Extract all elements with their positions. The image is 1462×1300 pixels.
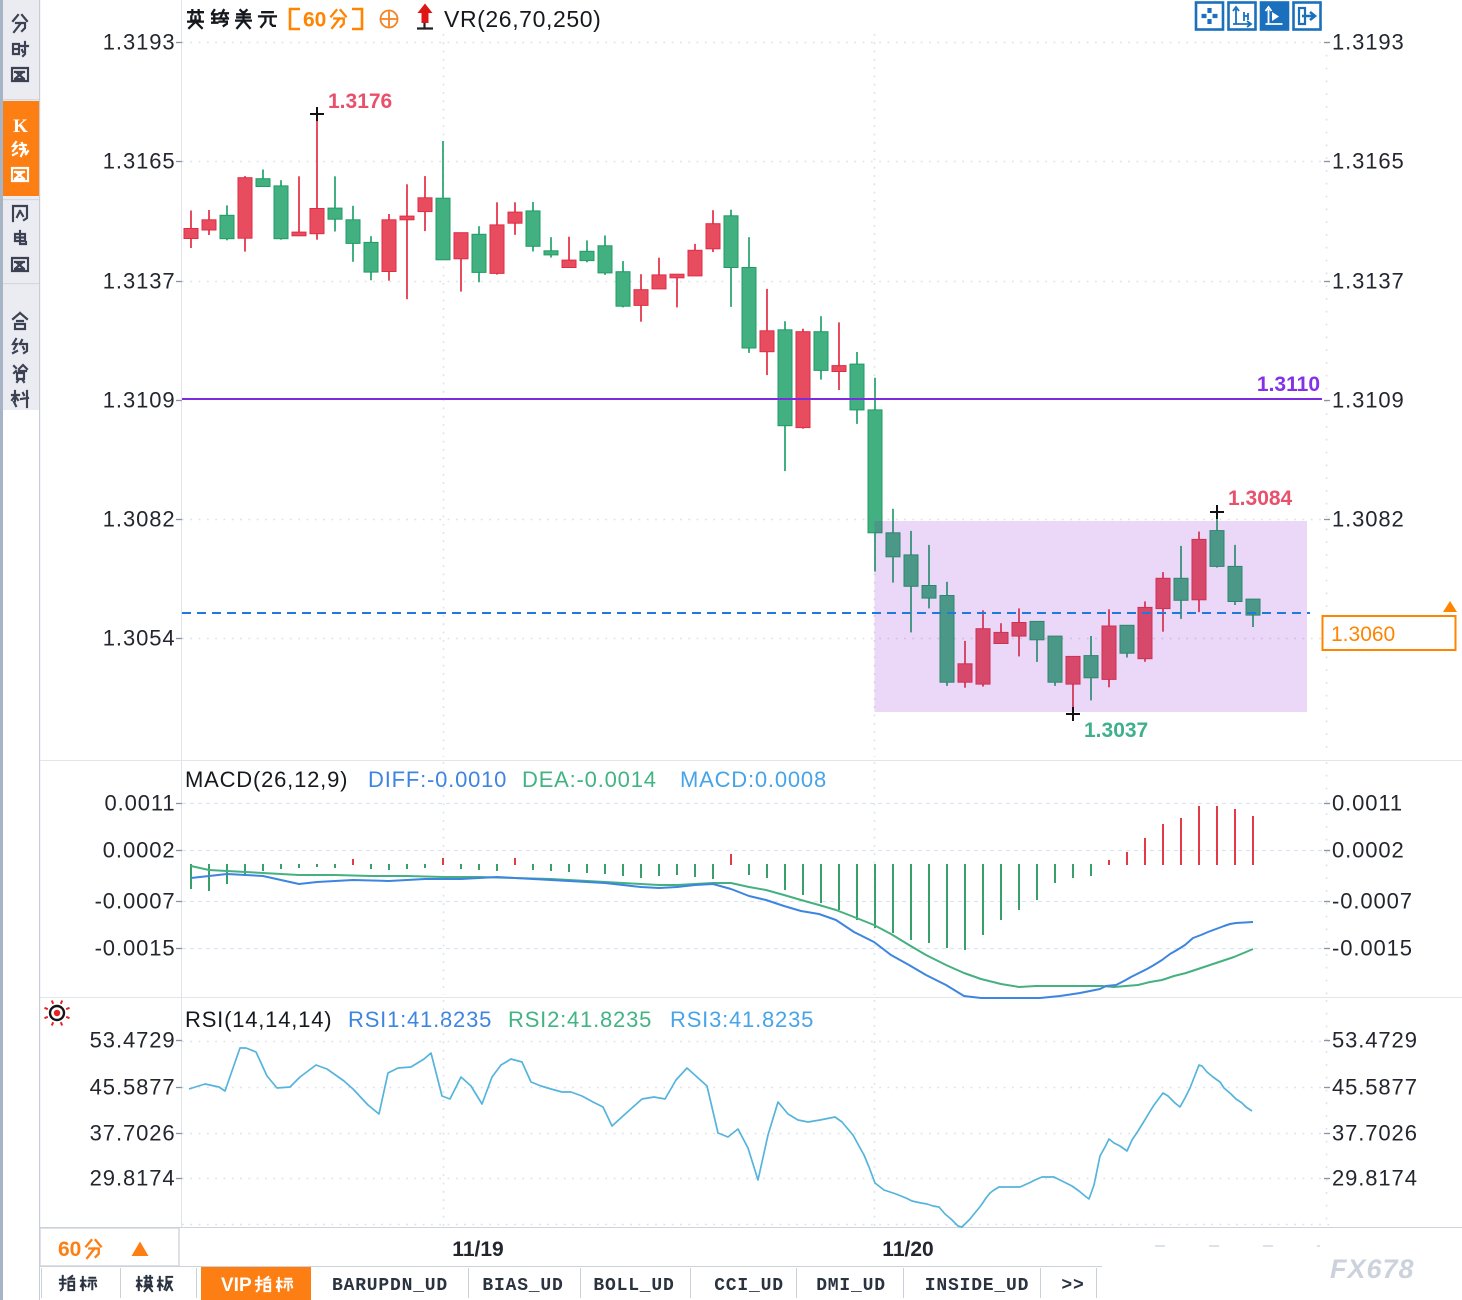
svg-text:BOLL_UD: BOLL_UD: [593, 1276, 674, 1296]
svg-text:11/20: 11/20: [882, 1238, 933, 1261]
svg-text:MACD(26,12,9): MACD(26,12,9): [185, 767, 348, 792]
svg-text:1.3054: 1.3054: [103, 626, 176, 651]
svg-text:1.3109: 1.3109: [103, 388, 176, 413]
svg-text:1.3165: 1.3165: [103, 149, 176, 174]
svg-text:1.3193: 1.3193: [1332, 30, 1405, 55]
svg-text:1.3060: 1.3060: [1331, 623, 1395, 646]
svg-text:29.8174: 29.8174: [1332, 1166, 1418, 1191]
svg-text:INSIDE_UD: INSIDE_UD: [925, 1276, 1029, 1296]
svg-text:1.3082: 1.3082: [1332, 507, 1405, 532]
svg-text:1.3176: 1.3176: [328, 90, 392, 113]
svg-text:37.7026: 37.7026: [90, 1121, 176, 1146]
svg-text:1.3082: 1.3082: [103, 507, 176, 532]
svg-text:60: 60: [58, 1238, 81, 1261]
svg-text:0.0011: 0.0011: [1332, 791, 1403, 816]
svg-text:RSI(14,14,14): RSI(14,14,14): [185, 1007, 332, 1032]
svg-text:K: K: [13, 116, 28, 137]
svg-text:MACD:0.0008: MACD:0.0008: [680, 767, 827, 792]
svg-text:DMI_UD: DMI_UD: [816, 1276, 886, 1296]
svg-text:53.4729: 53.4729: [1332, 1028, 1418, 1053]
svg-text:-0.0007: -0.0007: [1332, 889, 1413, 914]
svg-text:37.7026: 37.7026: [1332, 1121, 1418, 1146]
svg-text:1.3137: 1.3137: [1332, 269, 1405, 294]
svg-text:60: 60: [303, 9, 326, 32]
svg-text:53.4729: 53.4729: [90, 1028, 176, 1053]
svg-text:VR(26,70,250): VR(26,70,250): [444, 6, 601, 32]
svg-text:1.3084: 1.3084: [1228, 487, 1293, 510]
svg-text:DEA:-0.0014: DEA:-0.0014: [522, 767, 657, 792]
svg-text:45.5877: 45.5877: [1332, 1075, 1418, 1100]
svg-text:RSI3:41.8235: RSI3:41.8235: [670, 1007, 814, 1032]
svg-text:0.0002: 0.0002: [1332, 838, 1405, 863]
svg-text:1.3110: 1.3110: [1257, 373, 1320, 396]
svg-text:CCI_UD: CCI_UD: [714, 1276, 784, 1296]
svg-text:RSI2:41.8235: RSI2:41.8235: [508, 1007, 652, 1032]
svg-text:VIP: VIP: [221, 1275, 252, 1296]
svg-text:BARUPDN_UD: BARUPDN_UD: [332, 1276, 448, 1296]
svg-text:>>: >>: [1061, 1276, 1084, 1296]
svg-text:BIAS_UD: BIAS_UD: [482, 1276, 563, 1296]
svg-text:DIFF:-0.0010: DIFF:-0.0010: [368, 767, 507, 792]
svg-text:1.3193: 1.3193: [103, 30, 176, 55]
svg-text:45.5877: 45.5877: [90, 1075, 176, 1100]
svg-text:-0.0007: -0.0007: [95, 889, 176, 914]
svg-text:1.3037: 1.3037: [1084, 719, 1148, 742]
svg-text:1.3137: 1.3137: [103, 269, 176, 294]
svg-text:11/19: 11/19: [452, 1238, 503, 1261]
svg-text:RSI1:41.8235: RSI1:41.8235: [348, 1007, 492, 1032]
svg-text:-0.0015: -0.0015: [1332, 936, 1413, 961]
svg-text:0.0011: 0.0011: [104, 791, 175, 816]
svg-text:-0.0015: -0.0015: [95, 936, 176, 961]
svg-text:1.3109: 1.3109: [1332, 388, 1405, 413]
svg-text:1.3165: 1.3165: [1332, 149, 1405, 174]
svg-text:FX678: FX678: [1330, 1254, 1415, 1284]
svg-text:29.8174: 29.8174: [90, 1166, 176, 1191]
svg-text:0.0002: 0.0002: [103, 838, 176, 863]
